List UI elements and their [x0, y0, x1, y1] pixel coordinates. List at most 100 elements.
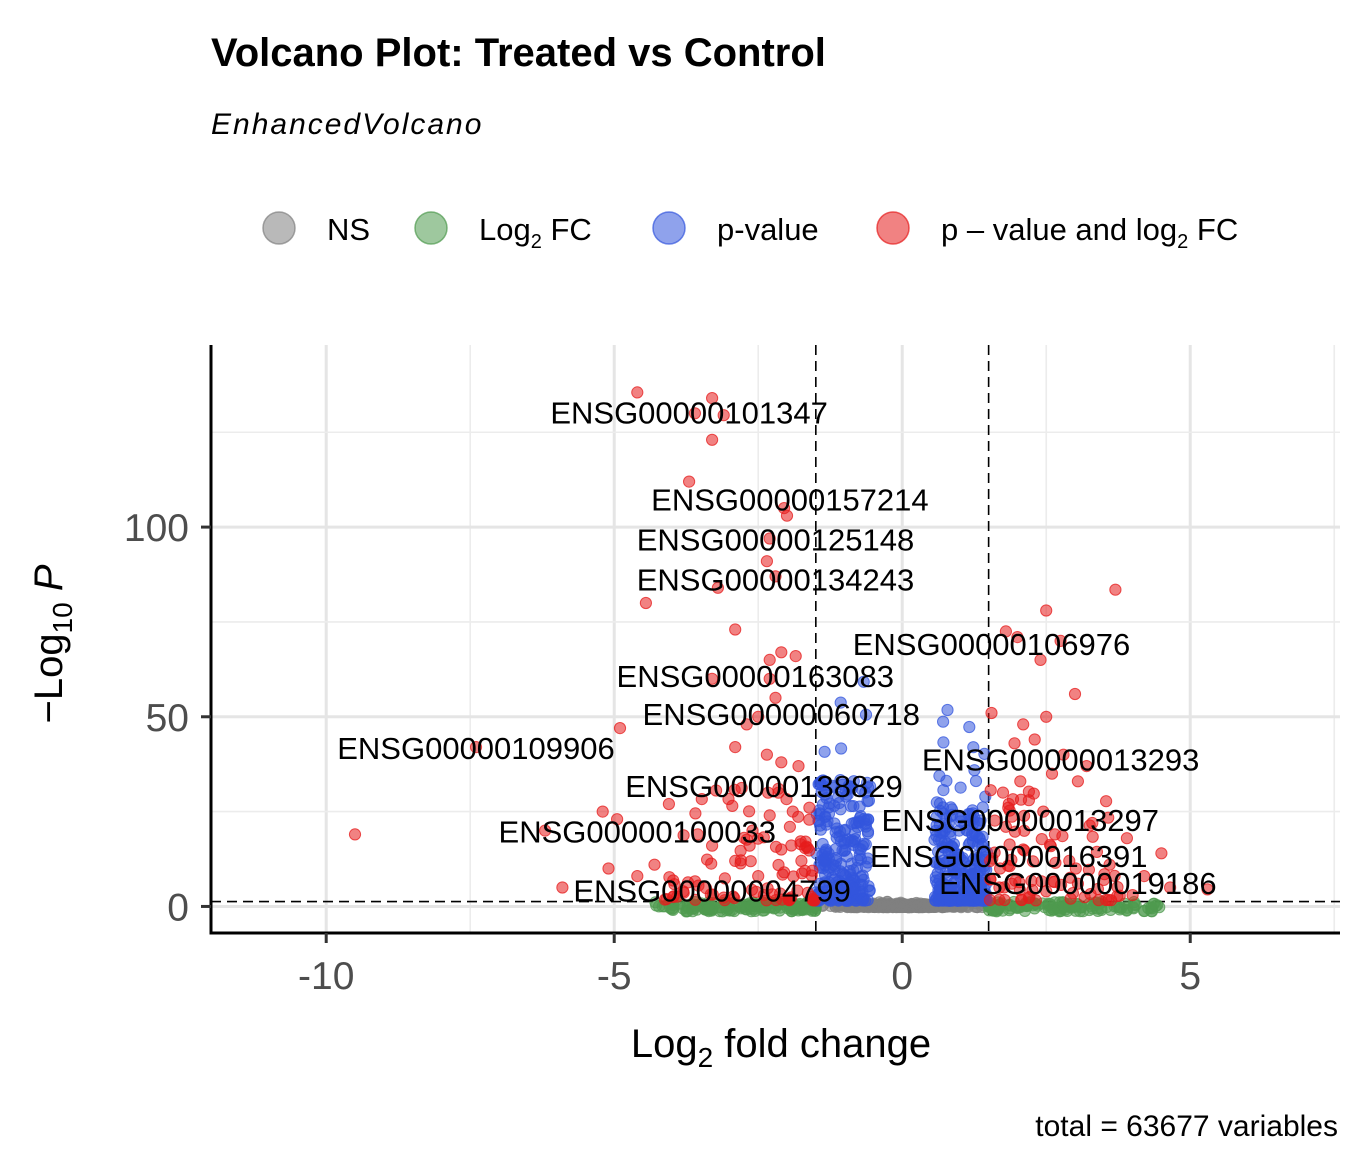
point-ns [917, 899, 930, 912]
point-fc_p [1103, 858, 1116, 871]
point-fc_p [689, 807, 702, 820]
point-fc_p [996, 786, 1010, 799]
point-fc_p [1066, 887, 1080, 900]
point-p [967, 741, 980, 754]
gene-labels: ENSG00000101347 ENSG00000157214 ENSG000001… [337, 395, 1216, 908]
point-fc [744, 900, 758, 913]
point-fc_p [539, 824, 552, 837]
gene-label: ENSG00000134243 [637, 562, 915, 597]
point-fc_p [1005, 810, 1019, 823]
chart-subtitle: EnhancedVolcano [211, 108, 483, 141]
point-fc_p [718, 872, 732, 885]
point-fc_p [717, 409, 730, 422]
point-fc_p [1008, 737, 1021, 750]
point-fc_p [740, 718, 753, 731]
point-fc_p [662, 797, 676, 811]
point-fc_p [639, 596, 653, 610]
gene-label: ENSG00000016391 [870, 839, 1148, 874]
point-p [935, 834, 948, 847]
point-fc_p [689, 893, 702, 906]
gene-label: ENSG00000013293 [922, 742, 1200, 777]
point-ns [876, 897, 889, 910]
point-fc_p [1027, 787, 1040, 800]
point-p [836, 778, 849, 791]
point-fc_p [769, 894, 783, 907]
point-p [961, 824, 974, 837]
x-tick-label: 0 [891, 955, 913, 998]
gene-label: ENSG00000101347 [550, 395, 828, 430]
point-fc_p [1029, 894, 1043, 907]
point-p [836, 844, 849, 857]
point-fc_p [738, 831, 751, 845]
legend-label-p: p-value [717, 212, 819, 247]
point-fc_p [783, 820, 797, 833]
point-p [832, 791, 845, 804]
legend-key-p [652, 211, 686, 245]
point-fc_p [999, 625, 1013, 638]
point-fc_p [1100, 795, 1113, 808]
point-p [966, 807, 980, 820]
point-fc_p [763, 672, 776, 685]
point-p [833, 830, 846, 843]
point-p [976, 840, 989, 853]
point-fc_p [760, 555, 774, 568]
point-fc_p [988, 814, 1001, 827]
point-fc [680, 905, 693, 918]
point-p [937, 736, 950, 749]
gene-label: ENSG00000060718 [643, 697, 921, 732]
point-fc_p [1091, 882, 1105, 896]
point-p [813, 804, 826, 817]
point-fc_p [789, 650, 802, 663]
point-fc [1004, 902, 1017, 915]
point-fc_p [613, 722, 627, 735]
point-p [853, 800, 866, 813]
point-fc_p [631, 386, 644, 399]
point-p [844, 835, 857, 848]
point-fc_p [769, 840, 783, 853]
point-fc_p [671, 890, 684, 903]
point-fc_p [1040, 710, 1053, 723]
point-fc_p [1013, 883, 1027, 896]
caption: total = 63677 variables [1035, 1110, 1338, 1143]
point-p [972, 817, 985, 830]
point-fc_p [704, 888, 717, 901]
point-fc_p [760, 748, 774, 761]
point-fc_p [1044, 840, 1057, 853]
point-fc_p [706, 672, 719, 685]
point-fc_p [783, 892, 797, 905]
point-fc_p [1201, 883, 1214, 896]
point-fc_p [792, 810, 805, 823]
point-fc [788, 903, 801, 916]
point-fc_p [706, 392, 719, 405]
point-fc_p [1164, 881, 1177, 894]
point-p [859, 708, 873, 721]
gene-label: ENSG00000109906 [337, 731, 615, 766]
point-p [941, 703, 954, 717]
point-fc_p [803, 813, 816, 826]
point-fc [1047, 903, 1060, 916]
point-fc_p [1034, 653, 1047, 667]
x-axis-label: Log2 fold change [631, 1022, 931, 1073]
point-p [819, 877, 832, 890]
point-fc_p [993, 881, 1006, 894]
x-tick-label: -10 [298, 955, 354, 998]
point-p [954, 781, 967, 794]
point-fc_p [710, 784, 723, 797]
point-fc_p [677, 829, 690, 842]
point-fc_p [611, 813, 624, 826]
point-p [929, 856, 942, 869]
gene-label: ENSG00000157214 [651, 483, 929, 518]
point-fc_p [984, 784, 997, 797]
point-fc_p [348, 828, 362, 841]
gene-label: ENSG00000163083 [617, 659, 895, 694]
legend-label-fc_p: p – value and log2 FC [941, 212, 1238, 253]
point-p [830, 854, 843, 868]
point-fc_p [785, 839, 798, 852]
point-fc_p [988, 846, 1001, 859]
point-fc_p [1057, 748, 1070, 761]
point-fc_p [1083, 819, 1096, 832]
point-fc_p [1045, 767, 1059, 780]
point-fc_p [706, 839, 719, 852]
point-fc_p [1011, 631, 1024, 644]
point-fc_p [1068, 687, 1082, 701]
